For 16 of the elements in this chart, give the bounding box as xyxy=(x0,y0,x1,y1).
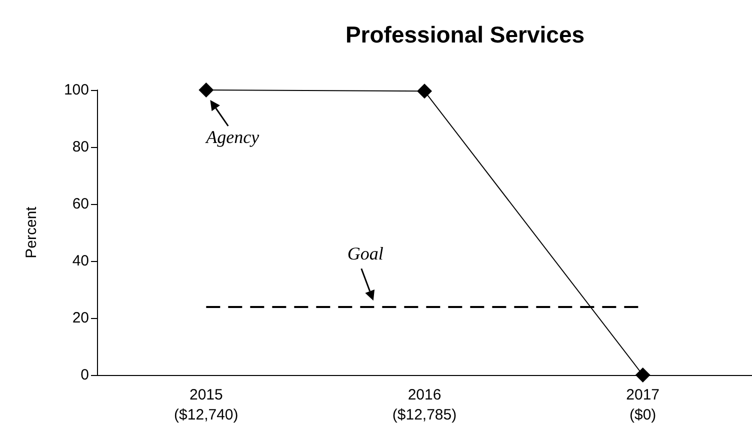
y-tick-label: 80 xyxy=(72,138,89,156)
y-tick-label: 20 xyxy=(72,310,89,326)
y-tick-label: 100 xyxy=(64,82,89,98)
point xyxy=(417,84,432,99)
y-tick-label: 60 xyxy=(72,196,89,212)
chart-title: Professional Services xyxy=(345,22,585,48)
y-tick-label: 0 xyxy=(80,366,89,384)
x-tick-label: 2017 ($0) xyxy=(626,386,660,424)
x-tick-label: 2016 ($12,785) xyxy=(392,386,457,424)
ref-line-label: Goal xyxy=(347,244,384,264)
y-tick-label: 40 xyxy=(72,252,89,270)
x-tick-label: 2015 ($12,740) xyxy=(174,386,238,424)
annotation: Agency xyxy=(205,127,260,147)
y-axis-title: Percent xyxy=(23,206,40,258)
point xyxy=(635,368,650,382)
point xyxy=(198,82,214,98)
